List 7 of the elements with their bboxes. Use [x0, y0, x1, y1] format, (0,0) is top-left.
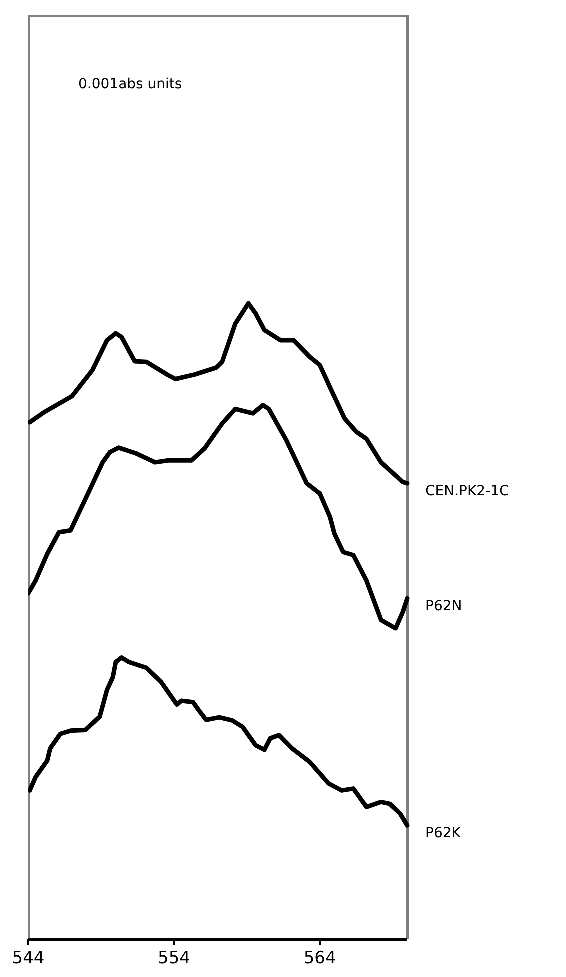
- x-tick-label: 544: [12, 948, 45, 968]
- series-label: P62N: [426, 598, 462, 615]
- series-label: P62K: [426, 826, 462, 842]
- series-label: CEN.PK2-1C: [426, 484, 510, 500]
- x-tick-label: 554: [158, 948, 190, 968]
- text: 0.001abs units: [78, 76, 182, 92]
- x-tick-label: 564: [304, 948, 336, 968]
